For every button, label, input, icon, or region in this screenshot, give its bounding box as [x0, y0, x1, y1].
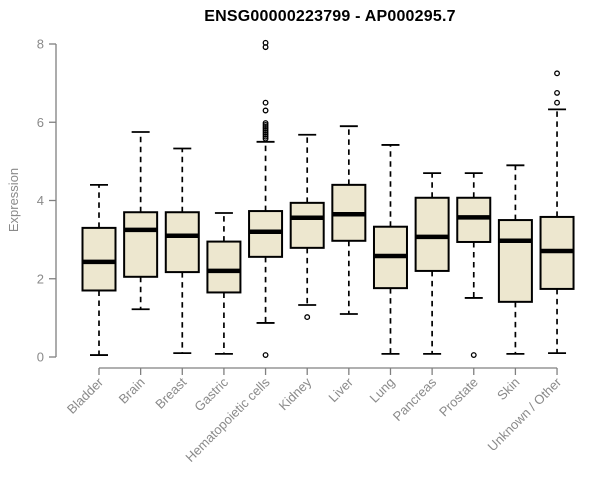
outlier-point	[262, 120, 269, 126]
outlier-point	[262, 131, 269, 138]
iqr-box	[289, 201, 325, 249]
y-tick-label: 6	[37, 115, 44, 130]
outlier-point	[262, 129, 269, 136]
chart-title: ENSG00000223799 - AP000295.7	[204, 8, 456, 25]
x-category-label: Unknown / Other	[485, 374, 565, 454]
x-category-label: Lung	[367, 375, 398, 406]
outlier-point	[262, 44, 269, 51]
y-axis-label: Expression	[6, 167, 21, 233]
outlier-point	[262, 125, 269, 132]
iqr-box	[414, 196, 450, 272]
x-category-label: Pancreas	[390, 374, 440, 424]
iqr-box	[497, 219, 533, 303]
y-tick-label: 4	[37, 193, 44, 208]
outlier-point	[554, 99, 560, 106]
outlier-point	[262, 99, 269, 106]
iqr-box	[123, 211, 159, 278]
x-category-label: Liver	[325, 374, 356, 405]
outlier-point	[470, 352, 477, 358]
x-category-label: Gastric	[191, 374, 231, 414]
outlier-point	[554, 70, 560, 77]
iqr-box	[164, 211, 200, 274]
y-tick-label: 8	[37, 37, 44, 52]
x-category-label: Brain	[116, 375, 148, 407]
outlier-point	[262, 352, 269, 358]
x-category-label: Breast	[152, 374, 189, 411]
iqr-box	[206, 240, 242, 294]
outlier-point	[262, 107, 269, 114]
outlier-point	[304, 314, 311, 321]
x-category-label: Prostate	[436, 375, 481, 420]
y-tick-label: 2	[37, 271, 44, 286]
outlier-point	[554, 89, 560, 96]
outlier-point	[262, 135, 269, 142]
x-category-label: Kidney	[276, 374, 315, 413]
y-tick-label: 0	[37, 350, 44, 365]
outlier-point	[262, 122, 269, 128]
outlier-point	[262, 123, 269, 130]
iqr-box	[456, 196, 492, 243]
x-category-label: Skin	[494, 375, 522, 403]
outlier-point	[262, 133, 269, 140]
outlier-point	[262, 127, 269, 134]
iqr-box	[81, 226, 117, 292]
x-category-label: Bladder	[64, 374, 107, 417]
